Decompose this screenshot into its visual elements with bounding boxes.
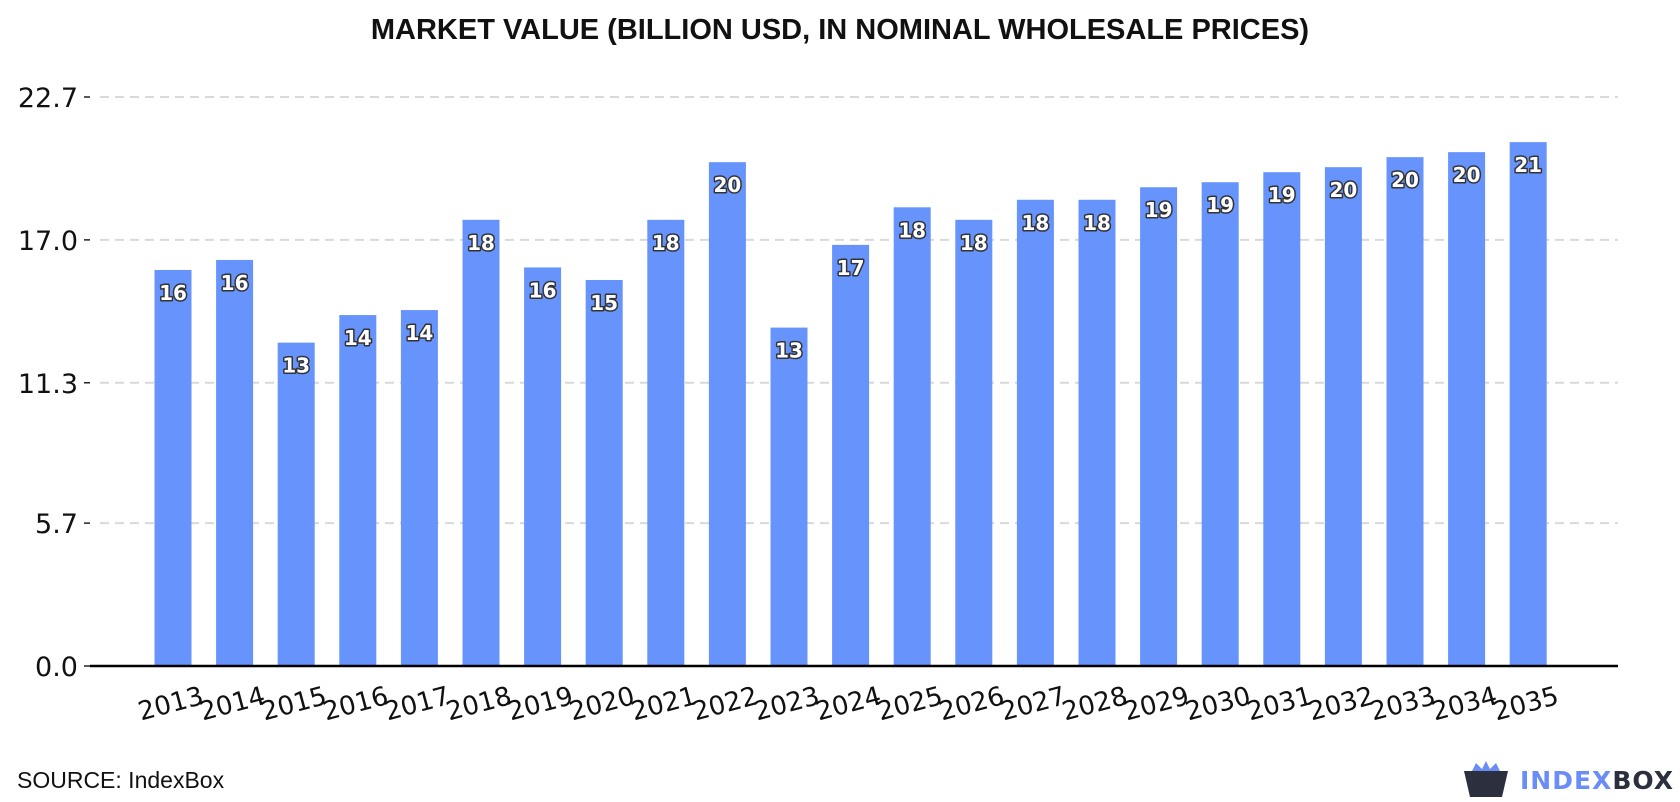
brand-wordmark-index: INDEX	[1520, 765, 1613, 795]
indexbox-logo: INDEXBOX	[1462, 758, 1674, 802]
y-tick-label: 22.7	[18, 83, 78, 114]
data-label: 18	[652, 231, 680, 255]
data-label: 18	[898, 218, 926, 242]
data-label: 16	[159, 281, 187, 305]
x-tick-label: 2018	[443, 681, 515, 727]
data-label: 17	[837, 256, 865, 280]
crown-basket-icon	[1464, 761, 1508, 797]
x-tick-label: 2015	[258, 681, 330, 727]
bar	[647, 219, 685, 666]
bar	[832, 244, 870, 666]
x-tick-label: 2027	[997, 681, 1069, 727]
bar	[955, 219, 993, 666]
data-label: 18	[1021, 211, 1049, 235]
y-tick-label: 11.3	[18, 369, 78, 400]
bar	[1509, 142, 1547, 666]
data-label: 20	[713, 173, 741, 197]
y-axis: 0.0 5.7 11.3 17.0 22.7	[18, 83, 90, 683]
bar	[708, 162, 746, 666]
data-label: 20	[1453, 163, 1481, 187]
data-label: 13	[282, 354, 310, 378]
bar	[1140, 187, 1178, 666]
data-label: 16	[221, 271, 249, 295]
bar	[216, 259, 254, 666]
data-label: 19	[1268, 183, 1296, 207]
bar	[770, 327, 808, 666]
bar	[1386, 157, 1424, 667]
bar	[462, 219, 500, 666]
source-note: SOURCE: IndexBox	[17, 767, 225, 793]
bar	[154, 269, 192, 666]
bar	[1016, 199, 1054, 666]
data-labels: 16 16 13 14 14 18 16 15 18 20 13 17 18 18 18 18 19 19 19 20…	[158, 152, 1544, 380]
bar	[1201, 182, 1239, 666]
x-tick-label: 2020	[566, 681, 638, 727]
bars	[154, 142, 1547, 667]
x-tick-label: 2032	[1305, 681, 1377, 727]
data-label: 19	[1206, 193, 1234, 217]
bar	[1324, 167, 1362, 666]
x-tick-label: 2013	[135, 681, 207, 727]
bar	[1448, 152, 1486, 666]
data-label: 14	[344, 326, 372, 350]
bar	[585, 279, 623, 666]
data-label: 16	[529, 278, 557, 302]
bar	[339, 315, 377, 666]
x-tick-label: 2033	[1367, 681, 1439, 727]
data-label: 18	[467, 231, 495, 255]
x-tick-label: 2034	[1429, 681, 1501, 727]
y-tick-label: 0.0	[35, 652, 78, 683]
brand-wordmark-box: BOX	[1612, 765, 1675, 795]
x-tick-label: 2017	[381, 681, 453, 727]
bar	[524, 267, 562, 666]
bar	[1078, 199, 1116, 666]
x-tick-label: 2021	[628, 681, 700, 727]
data-label: 18	[960, 231, 988, 255]
x-tick-label: 2022	[689, 681, 761, 727]
x-tick-label: 2024	[813, 681, 885, 727]
x-tick-label: 2025	[874, 681, 946, 727]
x-tick-label: 2031	[1244, 681, 1316, 727]
x-tick-label: 2029	[1121, 681, 1193, 727]
data-label: 18	[1083, 211, 1111, 235]
y-tick-label: 5.7	[35, 509, 78, 540]
x-tick-label: 2028	[1059, 681, 1131, 727]
data-label: 15	[590, 291, 618, 315]
bar	[1263, 172, 1301, 666]
brand-wordmark: INDEXBOX	[1520, 766, 1674, 795]
data-label: 20	[1391, 168, 1419, 192]
bar	[400, 310, 438, 666]
x-axis: 2013201420152016201720182019202020212022…	[90, 664, 1618, 727]
data-label: 14	[405, 321, 433, 345]
bar	[893, 207, 931, 666]
x-tick-label: 2035	[1490, 681, 1562, 727]
data-label: 20	[1329, 178, 1357, 202]
y-tick-label: 17.0	[18, 226, 78, 257]
x-tick-label: 2026	[936, 681, 1008, 727]
x-tick-label: 2023	[751, 681, 823, 727]
bar	[277, 342, 315, 666]
data-label: 21	[1514, 153, 1542, 177]
data-label: 19	[1145, 198, 1173, 222]
x-tick-label: 2014	[197, 681, 269, 727]
data-label: 13	[775, 339, 803, 363]
x-tick-label: 2016	[320, 681, 392, 727]
chart-title: MARKET VALUE (BILLION USD, IN NOMINAL WH…	[370, 14, 1310, 46]
x-tick-label: 2019	[505, 681, 577, 727]
x-tick-label: 2030	[1182, 681, 1254, 727]
